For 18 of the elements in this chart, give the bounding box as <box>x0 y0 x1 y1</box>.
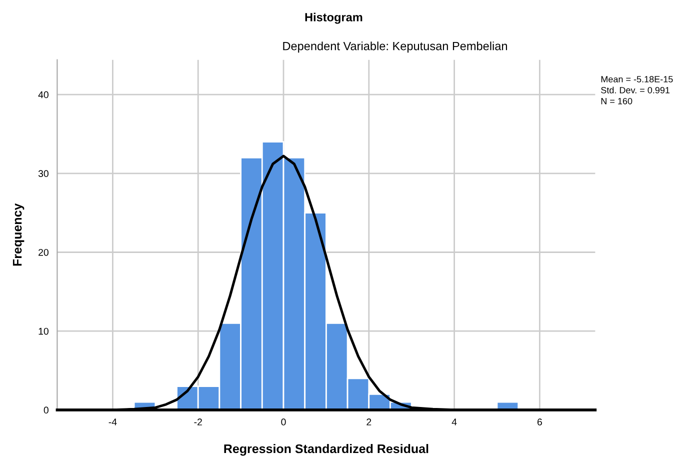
y-tick-label: 0 <box>44 406 48 414</box>
x-axis-title: Regression Standardized Residual <box>224 444 428 456</box>
text: Mean = -5.18E-15 <box>601 76 673 82</box>
chart-title: Histogram <box>305 12 362 24</box>
x-tick-label: 4 <box>452 418 457 426</box>
x-tick-label: -2 <box>194 418 202 426</box>
chart-subtitle: Dependent Variable: Keputusan Pembelian <box>283 42 507 53</box>
text: Std. Dev. = 0.991 <box>601 86 670 94</box>
text: N = 160 <box>601 98 632 104</box>
x-tick-label: 6 <box>537 418 542 426</box>
y-tick-label: 30 <box>38 170 48 178</box>
y-tick-label: 10 <box>38 328 48 335</box>
y-axis-title: Frequency <box>12 203 24 266</box>
x-tick-label: -4 <box>108 418 117 426</box>
y-tick-label: 20 <box>38 248 48 256</box>
x-tick-label: 0 <box>281 418 286 426</box>
y-tick-label: 40 <box>38 91 48 98</box>
x-tick-label: 2 <box>366 418 372 426</box>
